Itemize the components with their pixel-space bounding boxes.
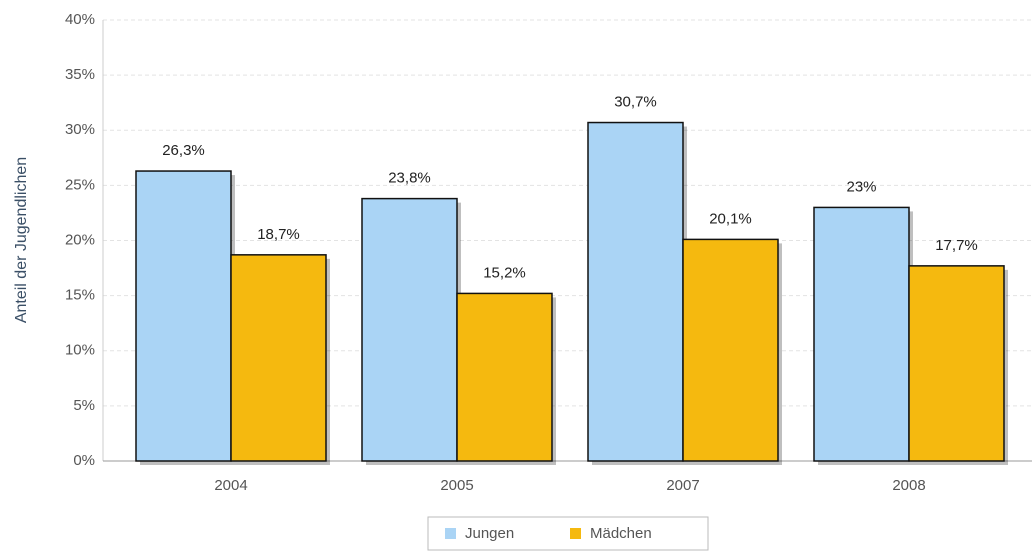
- y-tick-label: 35%: [65, 66, 95, 83]
- y-tick-label: 15%: [65, 287, 95, 304]
- bar: [908, 265, 1005, 462]
- data-label: 15,2%: [483, 264, 526, 281]
- legend-label: Jungen: [465, 525, 514, 542]
- bar: [682, 238, 779, 462]
- y-tick-label: 0%: [73, 452, 95, 469]
- data-label: 23,8%: [388, 170, 431, 187]
- data-label: 18,7%: [257, 226, 300, 243]
- y-tick-label: 10%: [65, 342, 95, 359]
- y-tick-label: 40%: [65, 11, 95, 28]
- data-label: 23%: [846, 178, 876, 195]
- y-axis-label: Anteil der Jugendlichen: [13, 157, 30, 323]
- y-tick-label: 5%: [73, 397, 95, 414]
- bar: [361, 197, 458, 462]
- data-label: 17,7%: [935, 237, 978, 254]
- x-tick-label: 2008: [892, 477, 925, 494]
- legend-box: [427, 516, 709, 551]
- data-label: 30,7%: [614, 94, 657, 111]
- x-tick-label: 2005: [440, 477, 473, 494]
- legend-label: Mädchen: [590, 525, 652, 542]
- y-tick-label: 25%: [65, 176, 95, 193]
- bar: [230, 254, 327, 462]
- x-tick-label: 2007: [666, 477, 699, 494]
- bar: [813, 206, 910, 462]
- bar: [456, 292, 553, 462]
- legend-swatch: [445, 528, 456, 539]
- y-tick-label: 20%: [65, 231, 95, 248]
- bar: [135, 170, 232, 462]
- y-tick-label: 30%: [65, 121, 95, 138]
- legend-swatch: [570, 528, 581, 539]
- data-label: 26,3%: [162, 142, 205, 159]
- data-label: 20,1%: [709, 210, 752, 227]
- bar: [587, 121, 684, 462]
- x-tick-label: 2004: [214, 477, 247, 494]
